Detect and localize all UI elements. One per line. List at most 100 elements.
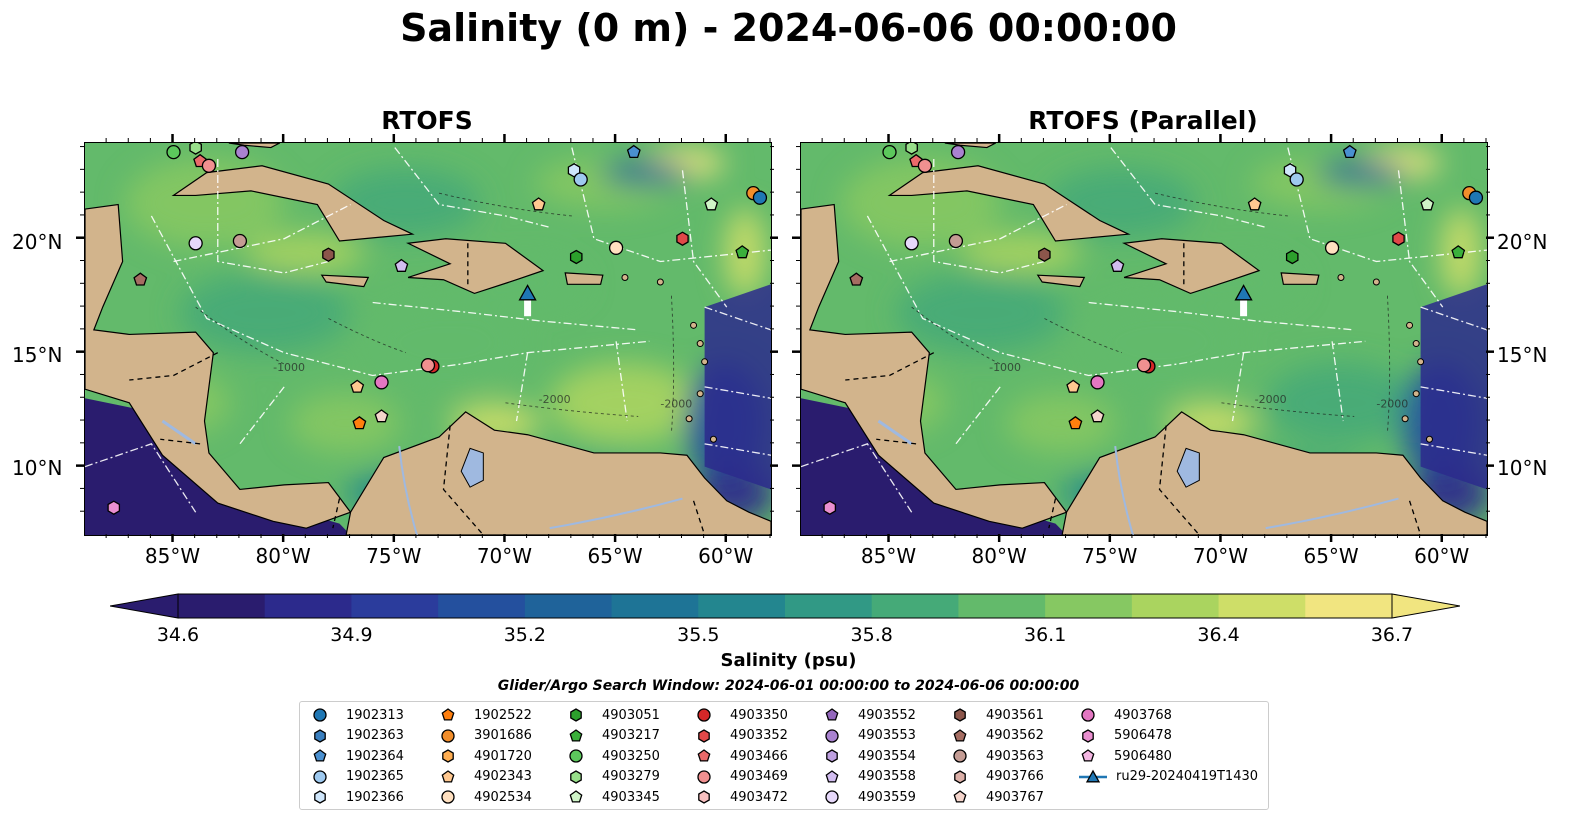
colorbar-segment: [871, 594, 960, 618]
legend-marker: [570, 708, 582, 722]
legend-entry: 3901686: [438, 726, 532, 746]
legend-marker: [314, 790, 326, 804]
legend-marker: [825, 708, 839, 721]
legend-entry: 4903766: [950, 767, 1044, 787]
legend-marker: [314, 728, 326, 743]
legend-marker: [698, 790, 710, 804]
legend-marker: [441, 728, 455, 743]
float-4903558: [1110, 258, 1125, 272]
colorbar-segment: [785, 594, 873, 618]
lon-tick-left-70: 70°W: [476, 544, 533, 568]
lat-tick-left-15: 15°N: [12, 343, 63, 367]
float-1902522: [352, 415, 367, 430]
legend-entry: 5906480: [1078, 746, 1172, 766]
legend-entry: 1902365: [310, 767, 404, 787]
float-4903250: [882, 144, 897, 160]
float-4903279: [189, 143, 202, 155]
legend-entry: 4903352: [694, 726, 788, 746]
legend-marker: [697, 769, 711, 784]
colorbar: [110, 593, 1460, 619]
legend-entry: 4903553: [822, 726, 916, 746]
lat-tick-right-10: 10°N: [1497, 456, 1548, 480]
legend-marker: [953, 728, 967, 742]
panel-title-right: RTOFS (Parallel): [1028, 106, 1258, 135]
contour-label: -2000: [539, 393, 571, 406]
legend: 1902313 1902363 1902364 1902365 1902366 19025…: [299, 701, 1269, 810]
legend-entry: 4903563: [950, 746, 1044, 766]
legend-marker: [441, 708, 455, 721]
legend-label: 4903553: [858, 728, 916, 743]
legend-marker: [1081, 749, 1095, 762]
contour-label: -2000: [1255, 393, 1287, 406]
legend-entry: 4903767: [950, 787, 1044, 807]
lon-tick-right-65: 65°W: [1303, 544, 1359, 568]
legend-marker: [570, 769, 582, 784]
float-5906478: [823, 500, 837, 515]
float-4903562: [849, 272, 864, 286]
legend-label: 4903279: [602, 769, 660, 784]
colorbar-tick: 36.4: [1197, 624, 1240, 646]
colorbar-segment: [264, 594, 353, 618]
colorbar-tick: 36.7: [1370, 624, 1414, 646]
float-4903217: [1451, 245, 1466, 259]
legend-marker: [313, 769, 327, 784]
float-4903553: [950, 144, 966, 160]
legend-label: 5906478: [1114, 728, 1172, 743]
legend-marker: [569, 790, 583, 803]
legend-marker: [697, 749, 711, 762]
colorbar-segment: [524, 594, 613, 618]
lon-tick-left-85: 85°W: [144, 544, 201, 568]
float-4903250: [166, 144, 181, 160]
legend-entry: 4903554: [822, 746, 916, 766]
map-panel-rtofs-parallel: -1000 -2000 -2000: [800, 142, 1488, 536]
float-4903352: [676, 231, 689, 246]
legend-marker: [569, 749, 583, 763]
legend-marker: [441, 790, 455, 804]
colorbar-tick: 35.8: [850, 624, 893, 646]
legend-label: 1902522: [474, 707, 532, 723]
panel-title-left: RTOFS: [381, 106, 473, 135]
legend-label: 4903345: [602, 789, 660, 805]
legend-entry: 4902343: [438, 767, 532, 787]
contour-label: -2000: [1376, 397, 1408, 410]
float-4903553: [234, 144, 250, 160]
legend-entry: 4903279: [566, 767, 660, 787]
legend-label: 4903768: [1114, 707, 1172, 723]
legend-entry: 1902313: [310, 705, 404, 725]
legend-label: 4903563: [986, 748, 1044, 764]
legend-label: 4903561: [986, 707, 1044, 723]
legend-label: 4903562: [986, 728, 1044, 743]
legend-marker: [825, 728, 839, 743]
colorbar-segment: [1045, 594, 1133, 618]
legend-marker: [825, 769, 839, 783]
lat-tick-left-20: 20°N: [12, 230, 63, 254]
legend-label: 5906480: [1114, 748, 1172, 764]
legend-label: 4903558: [858, 769, 916, 784]
colorbar-segment: [438, 594, 526, 618]
float-1902522: [1068, 415, 1083, 430]
float-4903469: [201, 158, 217, 173]
float-4903051: [569, 249, 583, 265]
float-4903345: [704, 197, 719, 211]
legend-label: 4903217: [602, 728, 660, 743]
float-5906478: [107, 500, 121, 515]
legend-marker: [697, 708, 711, 722]
float-4903469: [917, 158, 933, 173]
lon-tick-left-65: 65°W: [587, 544, 643, 568]
legend-entry: 4901720: [438, 746, 532, 766]
glider-ru29: [1234, 284, 1253, 301]
float-4903051: [1285, 249, 1299, 265]
legend-marker: [1082, 728, 1094, 743]
legend-marker: [569, 728, 583, 742]
legend-label: 4902534: [474, 789, 532, 805]
legend-label: 4903767: [986, 789, 1044, 805]
legend-label: 4903552: [858, 707, 916, 723]
legend-marker: [954, 708, 966, 722]
legend-marker: [953, 749, 967, 763]
lon-tick-left-60: 60°W: [698, 544, 754, 568]
lon-tick-right-80: 80°W: [971, 544, 1027, 568]
legend-entry: 4903217: [566, 726, 660, 746]
float-4903563: [232, 233, 248, 249]
contour-label: -1000: [989, 361, 1021, 374]
legend-label: 4903250: [602, 748, 660, 764]
